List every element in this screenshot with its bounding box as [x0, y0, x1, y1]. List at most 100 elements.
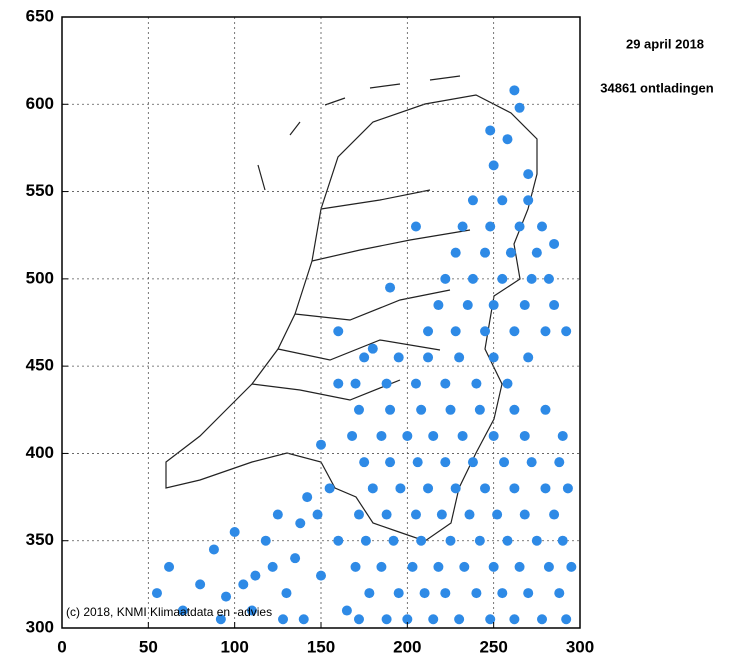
discharge-point: [540, 483, 551, 494]
discharge-point: [519, 430, 530, 441]
discharge-point: [561, 326, 572, 337]
x-tick-label: 150: [307, 637, 335, 656]
discharge-point: [509, 85, 520, 96]
discharge-point: [540, 404, 551, 415]
discharge-point: [457, 430, 468, 441]
discharge-point: [502, 378, 513, 389]
x-tick-label: 250: [479, 637, 507, 656]
discharge-point: [474, 404, 485, 415]
discharge-point: [359, 352, 370, 363]
discharge-point: [485, 125, 496, 136]
discharge-point: [502, 535, 513, 546]
discharge-point: [208, 544, 219, 555]
discharge-point: [195, 579, 206, 590]
discharge-point: [467, 457, 478, 468]
discharge-point: [359, 457, 370, 468]
discharge-point: [454, 352, 465, 363]
discharge-point: [445, 535, 456, 546]
discharge-point: [467, 273, 478, 284]
discharge-point: [428, 430, 439, 441]
x-tick-label: 0: [57, 637, 66, 656]
discharge-point: [562, 483, 573, 494]
discharge-point: [412, 457, 423, 468]
discharge-point: [450, 326, 461, 337]
y-tick-label: 650: [26, 6, 54, 25]
discharge-point: [177, 605, 188, 616]
discharge-point: [381, 509, 392, 520]
discharge-point: [519, 509, 530, 520]
discharge-point: [450, 247, 461, 258]
discharge-point: [488, 300, 499, 311]
discharge-point: [428, 614, 439, 625]
discharge-point: [298, 614, 309, 625]
discharge-point: [549, 509, 560, 520]
discharge-point: [499, 457, 510, 468]
x-tick-label: 50: [139, 637, 158, 656]
discharge-point: [333, 326, 344, 337]
discharge-point: [537, 221, 548, 232]
discharge-point: [509, 326, 520, 337]
y-tick-label: 400: [26, 443, 54, 462]
discharge-point: [164, 561, 175, 572]
discharge-point: [531, 535, 542, 546]
discharge-point: [440, 457, 451, 468]
discharge-point: [395, 483, 406, 494]
discharge-point: [410, 378, 421, 389]
count-label: 34861 ontladingen: [600, 80, 713, 95]
discharge-point: [514, 102, 525, 113]
y-tick-label: 300: [26, 617, 54, 636]
x-tick-label: 200: [393, 637, 421, 656]
discharge-point: [485, 614, 496, 625]
discharge-point: [480, 326, 491, 337]
discharge-point: [488, 430, 499, 441]
discharge-point: [509, 614, 520, 625]
discharge-point: [410, 221, 421, 232]
discharge-point: [281, 588, 292, 599]
discharge-point: [554, 588, 565, 599]
copyright: (c) 2018, KNMI Klimaatdata en -advies: [66, 605, 272, 619]
discharge-point: [246, 605, 257, 616]
discharge-point: [423, 483, 434, 494]
discharge-point: [423, 326, 434, 337]
discharge-point: [316, 439, 326, 450]
discharge-point: [459, 561, 470, 572]
discharge-point: [440, 588, 451, 599]
discharge-point: [523, 352, 534, 363]
discharge-point: [514, 561, 525, 572]
wadden-islands: [257, 75, 461, 191]
y-tick-label: 600: [26, 94, 54, 113]
discharge-point: [480, 483, 491, 494]
discharge-point: [497, 195, 508, 206]
provincial-borders: [251, 189, 471, 401]
discharge-point: [471, 378, 482, 389]
discharge-point: [419, 588, 430, 599]
discharge-point: [302, 492, 313, 503]
discharge-point: [238, 579, 249, 590]
discharge-point: [250, 570, 261, 581]
discharge-point: [561, 614, 572, 625]
discharge-point: [440, 378, 451, 389]
discharge-point: [312, 509, 323, 520]
discharge-point: [221, 591, 232, 602]
discharge-point: [367, 483, 378, 494]
discharge-point: [364, 588, 375, 599]
discharge-point: [474, 535, 485, 546]
discharge-point: [416, 535, 427, 546]
discharge-point: [471, 588, 482, 599]
discharge-point: [353, 614, 364, 625]
discharge-point: [526, 273, 537, 284]
discharge-point: [376, 561, 387, 572]
discharge-point: [402, 614, 413, 625]
discharge-point: [549, 238, 560, 249]
discharge-point: [290, 553, 301, 564]
discharge-point: [526, 457, 537, 468]
discharge-point: [333, 535, 344, 546]
discharge-point: [353, 404, 364, 415]
discharge-point: [485, 221, 496, 232]
discharge-point: [410, 509, 421, 520]
discharge-point: [385, 404, 396, 415]
discharge-point: [540, 326, 551, 337]
discharge-point: [509, 404, 520, 415]
discharge-point: [367, 343, 378, 354]
